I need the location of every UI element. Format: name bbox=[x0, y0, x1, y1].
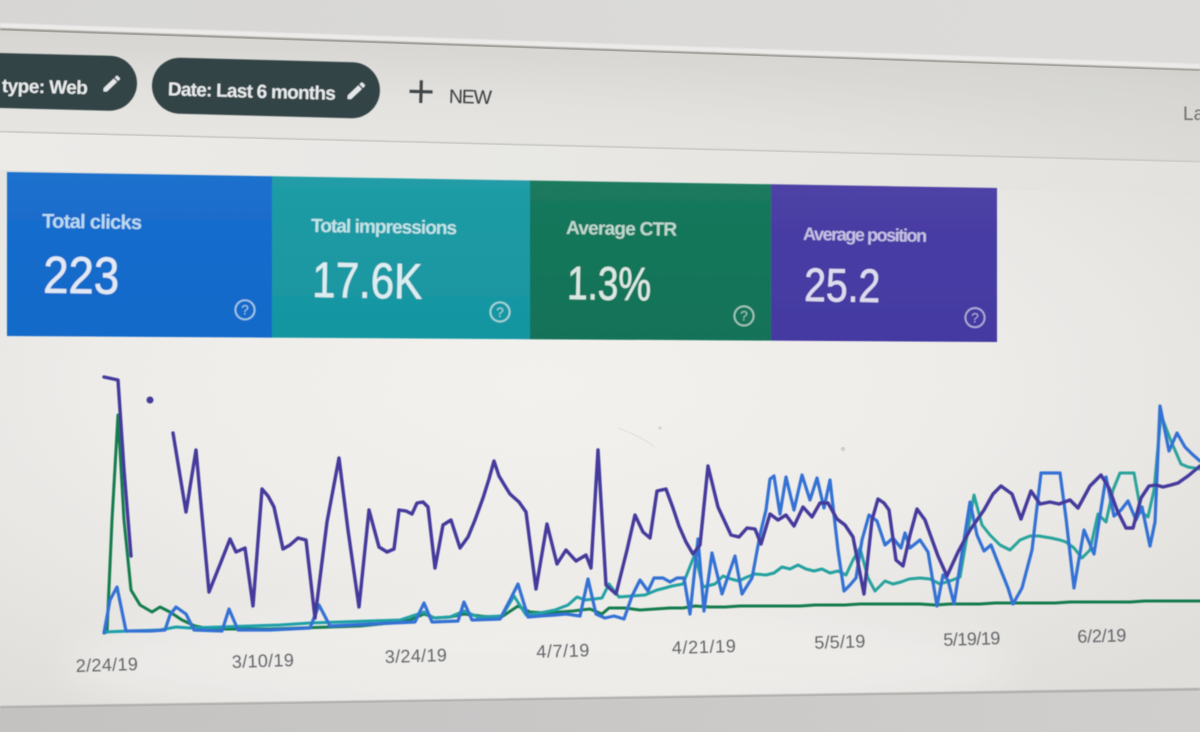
svg-text:5/5/19: 5/5/19 bbox=[814, 631, 866, 653]
svg-text:6/2/19: 6/2/19 bbox=[1077, 625, 1127, 647]
svg-text:3/10/19: 3/10/19 bbox=[232, 650, 295, 672]
svg-text:3/24/19: 3/24/19 bbox=[385, 645, 448, 667]
svg-text:5/19/19: 5/19/19 bbox=[943, 628, 1001, 650]
svg-text:4/7/19: 4/7/19 bbox=[536, 640, 590, 662]
svg-text:4/21/19: 4/21/19 bbox=[672, 636, 737, 658]
svg-text:2/24/19: 2/24/19 bbox=[76, 654, 139, 676]
